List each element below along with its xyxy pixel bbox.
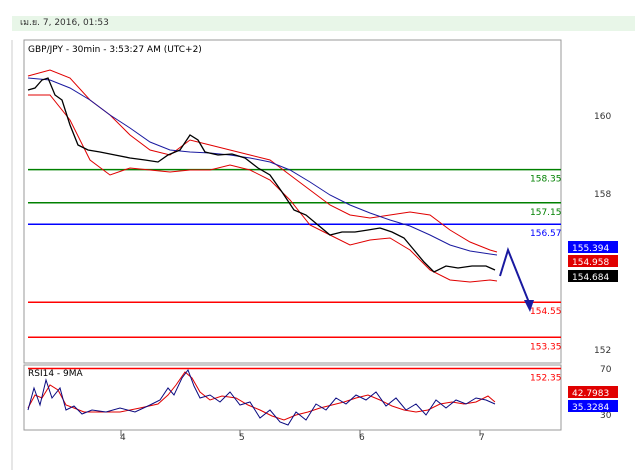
chart-title: GBP/JPY - 30min - 3:53:27 AM (UTC+2)	[28, 45, 202, 55]
price-tag-text: 155.394	[572, 244, 609, 254]
main-panel	[23, 39, 562, 364]
level-label: 154.55	[530, 307, 562, 317]
rsi-panel	[23, 364, 562, 431]
rsi-line	[27, 368, 496, 426]
rsi-tag-text: 35.3284	[572, 403, 609, 413]
price-tag-text: 154.684	[572, 273, 609, 283]
price-tick: 160	[594, 112, 611, 122]
rsi-tag-red	[568, 386, 618, 398]
date-time-text: เม.ย. 7, 2016, 01:53	[20, 18, 109, 28]
time-tick: 6	[359, 433, 365, 443]
rsi-tag-text: 42.7983	[572, 389, 609, 399]
price-tag-text: 154.958	[572, 258, 609, 268]
price-tag-black	[568, 270, 618, 282]
price-tick: 152	[594, 346, 611, 356]
rsi-title: RSI14 - 9MA	[28, 369, 84, 379]
rsi-tick: 70	[600, 365, 612, 375]
forecast-arrow	[499, 246, 531, 306]
date-bar: เม.ย. 7, 2016, 01:53	[12, 16, 635, 31]
price-tag-red	[568, 255, 618, 267]
moving-average	[27, 77, 498, 256]
rsi-tick: 30	[600, 411, 612, 421]
rsi-ma-line	[27, 371, 496, 421]
time-tick: 5	[239, 433, 245, 443]
time-tick: 7	[479, 433, 485, 443]
level-label: 157.15	[530, 208, 562, 218]
level-label: 158.35	[530, 175, 562, 185]
bb-lower	[28, 94, 498, 283]
price-tick: 158	[594, 190, 611, 200]
price-line	[27, 77, 496, 273]
level-label: 156.57	[530, 229, 562, 239]
price-tag-blue	[568, 241, 618, 253]
time-tick: 4	[120, 433, 126, 443]
level-label: 152.35	[530, 374, 562, 384]
level-label: 153.35	[530, 342, 562, 352]
rsi-tag-blue	[568, 400, 618, 412]
arrow-head-icon	[524, 300, 534, 312]
